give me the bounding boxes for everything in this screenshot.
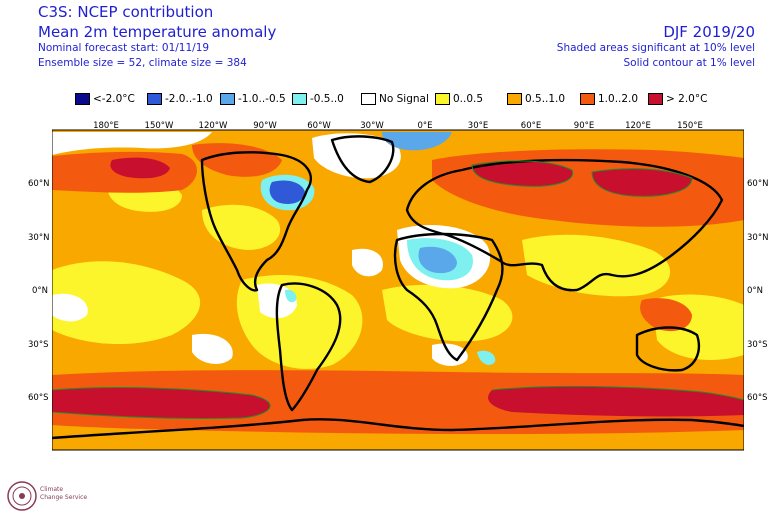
lat-label-right: 30°N (747, 233, 769, 243)
logo-text: Climate Change Service (40, 486, 87, 502)
legend-swatch (220, 93, 235, 105)
lat-label-right: 30°S (747, 340, 768, 350)
legend-item: <-2.0°C (75, 92, 135, 106)
legend-item: -0.5..0 (292, 92, 344, 106)
lon-label: 180°E (93, 121, 119, 131)
weak-warm-region (52, 261, 201, 345)
lon-label: 120°W (199, 121, 228, 131)
coastlines (52, 135, 744, 440)
lat-label-left: 60°N (28, 179, 50, 189)
no-signal-region (52, 132, 212, 155)
legend-item: -1.0..-0.5 (220, 92, 286, 106)
anomaly-shading (52, 132, 744, 440)
lat-label-left: 0°N (32, 286, 49, 296)
lon-label: 120°E (625, 121, 651, 131)
legend-item: 0..0.5 (435, 92, 483, 106)
greenland-outline (330, 135, 395, 184)
lat-label-left: 30°N (28, 233, 50, 243)
ensemble-size: Ensemble size = 52, climate size = 384 (38, 57, 247, 69)
south-america-outline (275, 282, 342, 412)
lat-label-right: 0°N (747, 286, 764, 296)
lon-label: 150°W (145, 121, 174, 131)
no-signal-region (352, 248, 383, 277)
australia-outline (635, 326, 701, 372)
legend-label: 1.0..2.0 (598, 93, 639, 105)
legend-swatch (75, 93, 90, 105)
lon-label: 60°W (307, 121, 331, 131)
cool-region (269, 180, 305, 204)
legend-item: -2.0..-1.0 (147, 92, 213, 106)
legend-label: -1.0..-0.5 (238, 93, 286, 105)
cool-region (477, 350, 496, 365)
lat-label-right: 60°N (747, 179, 769, 189)
legend-swatch (435, 93, 450, 105)
europe-asia-outline (405, 158, 724, 292)
strong-warm-region (640, 298, 692, 332)
lat-label-left: 60°S (28, 393, 49, 403)
cool-region (382, 132, 452, 151)
significance-contour-note: Solid contour at 1% level (623, 57, 755, 69)
lon-label: 0°E (417, 121, 432, 131)
very-strong-warm-region (592, 168, 692, 197)
very-strong-warm-region (488, 386, 744, 417)
no-signal-region (192, 333, 233, 364)
legend-label: 0..0.5 (453, 93, 484, 105)
legend-swatch (361, 93, 376, 105)
lat-label-right: 60°S (747, 393, 768, 403)
lat-label-left: 30°S (28, 340, 49, 350)
legend-label: No Signal (379, 93, 429, 105)
legend-swatch (292, 93, 307, 105)
legend-label: > 2.0°C (666, 93, 708, 105)
lon-label: 150°E (677, 121, 703, 131)
very-strong-warm-region (472, 160, 573, 187)
africa-outline (393, 232, 504, 362)
legend-item: 0.5..1.0 (507, 92, 565, 106)
legend-label: <-2.0°C (93, 93, 135, 105)
lon-label: 30°E (468, 121, 488, 131)
lon-label: 30°W (360, 121, 384, 131)
logo-text-line: Change Service (40, 494, 88, 501)
top-longitude-labels: 180°E 150°W 120°W 90°W 60°W 30°W 0°E 30°… (93, 121, 703, 131)
anomaly-map: 180°E 150°W 120°W 90°W 60°W 30°W 0°E 30°… (52, 121, 744, 451)
legend-label: 0.5..1.0 (525, 93, 566, 105)
lon-label: 60°E (521, 121, 541, 131)
very-strong-warm-region (110, 157, 170, 179)
season-label: DJF 2019/20 (663, 23, 755, 41)
lon-label: 90°E (574, 121, 594, 131)
forecast-start: Nominal forecast start: 01/11/19 (38, 42, 210, 54)
map-subtitle: Mean 2m temperature anomaly (38, 23, 277, 41)
legend-swatch (580, 93, 595, 105)
cool-region (285, 289, 297, 303)
legend-label: -2.0..-1.0 (165, 93, 213, 105)
logo-text-line: Climate (40, 486, 64, 493)
map-frame (52, 129, 744, 451)
copernicus-logo-icon (7, 481, 37, 511)
legend-item: 1.0..2.0 (580, 92, 638, 106)
legend-label: -0.5..0 (310, 93, 344, 105)
legend-swatch (648, 93, 663, 105)
legend-item: > 2.0°C (648, 92, 707, 106)
lon-label: 90°W (253, 121, 277, 131)
weak-warm-region (522, 234, 671, 297)
very-strong-warm-region (52, 387, 271, 419)
legend-item: No Signal (361, 92, 429, 106)
north-america-outline (200, 151, 313, 292)
cool-region (418, 246, 457, 274)
legend-swatch (147, 93, 162, 105)
significance-contour (52, 160, 744, 420)
legend-swatch (507, 93, 522, 105)
significance-shaded-note: Shaded areas significant at 10% level (556, 42, 755, 54)
map-title: C3S: NCEP contribution (38, 3, 214, 21)
antarctica-outline (52, 418, 744, 440)
no-signal-region (52, 293, 88, 322)
